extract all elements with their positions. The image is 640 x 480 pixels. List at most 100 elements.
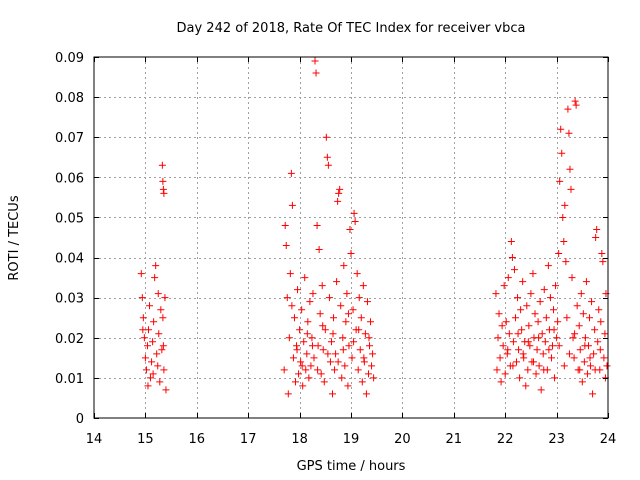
data-point: [555, 342, 563, 350]
data-point: [513, 358, 521, 366]
x-tick-labels: 14 15 16 17 18 19 20 21 22 23 24: [86, 432, 617, 447]
data-point: [534, 318, 542, 326]
data-point: [587, 362, 595, 370]
data-point: [341, 362, 349, 370]
y-tick-label: 0.04: [55, 252, 84, 267]
data-point: [540, 286, 548, 294]
data-point: [302, 366, 310, 374]
data-point: [305, 374, 313, 382]
data-point: [334, 197, 342, 205]
x-tick-label: 24: [600, 432, 617, 447]
data-point: [509, 362, 517, 370]
data-point: [159, 314, 167, 322]
data-point: [286, 270, 294, 278]
data-point: [139, 314, 147, 322]
data-point: [311, 57, 319, 65]
data-point: [570, 354, 578, 362]
data-point: [598, 250, 606, 258]
data-point: [314, 366, 322, 374]
data-point: [547, 354, 555, 362]
data-point: [517, 306, 525, 314]
data-point: [140, 334, 148, 342]
data-point: [161, 294, 169, 302]
data-point: [159, 342, 167, 350]
data-point: [289, 354, 297, 362]
data-point: [540, 366, 548, 374]
data-point: [369, 350, 377, 358]
x-tick-label: 21: [446, 432, 463, 447]
data-point: [535, 362, 543, 370]
data-point: [329, 330, 337, 338]
data-point: [315, 246, 323, 254]
y-tick-label: 0.03: [55, 292, 84, 307]
data-point: [603, 362, 611, 370]
data-point: [581, 334, 589, 342]
data-point: [157, 306, 165, 314]
data-point: [495, 310, 503, 318]
data-point: [505, 330, 513, 338]
data-point: [284, 390, 292, 398]
data-point: [572, 101, 580, 109]
data-point: [343, 290, 351, 298]
data-point: [536, 298, 544, 306]
data-point: [566, 165, 574, 173]
x-tick-label: 22: [497, 432, 514, 447]
data-point: [354, 366, 362, 374]
data-point: [281, 221, 289, 229]
data-point: [282, 242, 290, 250]
data-point: [595, 306, 603, 314]
data-point: [312, 69, 320, 77]
data-point: [518, 326, 526, 334]
data-point: [308, 334, 316, 342]
data-point: [529, 358, 537, 366]
data-point: [535, 334, 543, 342]
data-point: [345, 342, 353, 350]
data-point: [346, 225, 354, 233]
data-point: [557, 125, 565, 133]
data-point: [288, 302, 296, 310]
data-point: [156, 378, 164, 386]
data-point: [353, 270, 361, 278]
data-point: [508, 254, 516, 262]
data-point: [593, 225, 601, 233]
y-tick-label: 0.06: [55, 171, 84, 186]
x-tick-label: 17: [240, 432, 257, 447]
data-point: [150, 318, 158, 326]
data-point: [542, 314, 550, 322]
data-point: [560, 238, 568, 246]
data-point: [296, 326, 304, 334]
data-point: [569, 334, 577, 342]
x-tick-label: 18: [291, 432, 308, 447]
data-point: [339, 346, 347, 354]
data-point: [366, 342, 374, 350]
data-point: [141, 354, 149, 362]
data-point: [596, 346, 604, 354]
data-point: [546, 294, 554, 302]
x-axis-label: GPS time / hours: [297, 459, 406, 474]
data-point: [313, 221, 321, 229]
data-point: [298, 306, 306, 314]
data-point: [331, 366, 339, 374]
data-point: [351, 217, 359, 225]
data-point: [520, 354, 528, 362]
data-point: [162, 386, 170, 394]
data-point: [301, 274, 309, 282]
y-tick-label: 0.05: [55, 211, 84, 226]
data-point: [500, 282, 508, 290]
data-point: [332, 350, 340, 358]
data-point: [597, 318, 605, 326]
data-point: [151, 274, 159, 282]
data-point: [336, 185, 344, 193]
data-point: [300, 338, 308, 346]
data-point: [337, 302, 345, 310]
data-point: [159, 177, 167, 185]
x-tick-label: 19: [343, 432, 360, 447]
data-point: [552, 282, 560, 290]
data-point: [361, 330, 369, 338]
data-point: [297, 358, 305, 366]
data-point: [293, 346, 301, 354]
data-point: [319, 346, 327, 354]
data-point: [560, 362, 568, 370]
data-point: [285, 334, 293, 342]
